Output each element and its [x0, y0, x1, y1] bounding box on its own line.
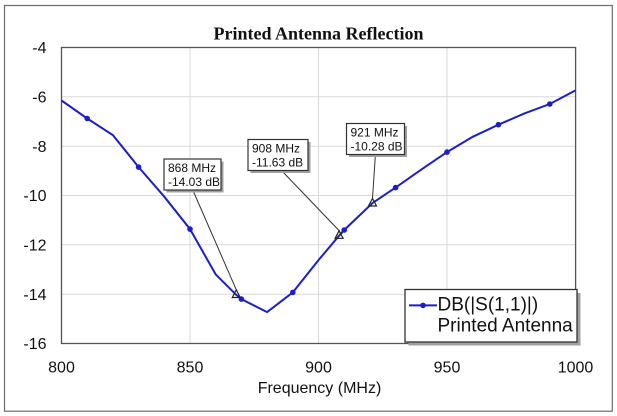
svg-text:-10: -10 [23, 188, 46, 205]
svg-text:1000: 1000 [558, 360, 594, 377]
svg-text:-8: -8 [32, 139, 46, 156]
svg-text:DB(|S(1,1)|): DB(|S(1,1)|) [438, 295, 539, 316]
svg-text:-12: -12 [23, 238, 46, 255]
svg-text:868 MHz: 868 MHz [168, 161, 216, 175]
svg-text:-6: -6 [32, 90, 46, 107]
svg-text:908 MHz: 908 MHz [252, 142, 300, 156]
svg-text:950: 950 [434, 360, 461, 377]
svg-text:-11.63 dB: -11.63 dB [252, 156, 303, 170]
svg-text:Frequency (MHz): Frequency (MHz) [258, 380, 382, 397]
svg-text:Printed Antenna: Printed Antenna [438, 316, 574, 337]
svg-text:921 MHz: 921 MHz [351, 126, 399, 140]
svg-text:Printed Antenna Reflection: Printed Antenna Reflection [214, 24, 424, 44]
svg-text:-4: -4 [32, 40, 46, 57]
svg-text:-14.03 dB: -14.03 dB [168, 175, 220, 189]
svg-text:800: 800 [48, 360, 75, 377]
svg-text:850: 850 [177, 360, 204, 377]
svg-text:-14: -14 [23, 287, 46, 304]
svg-text:-10.28 dB: -10.28 dB [351, 140, 403, 154]
svg-text:900: 900 [305, 360, 332, 377]
svg-text:-16: -16 [23, 336, 46, 353]
